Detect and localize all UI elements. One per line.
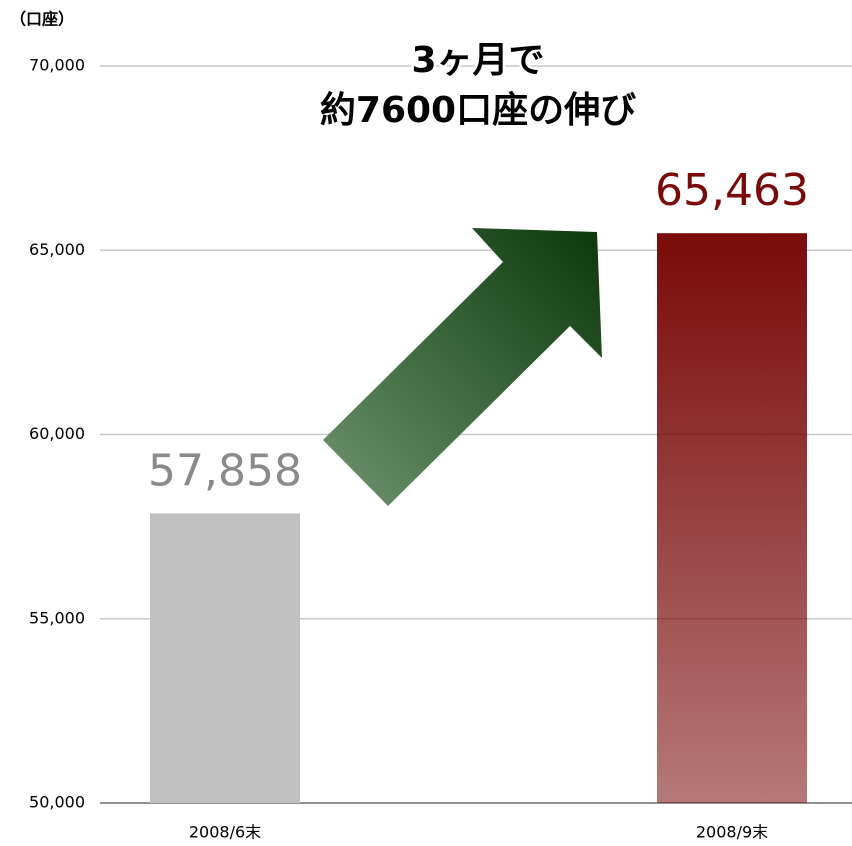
bar [150,513,300,803]
x-tick-label: 2008/9末 [696,823,768,842]
annotation: 3ヶ月で [411,40,544,81]
unit-label: （口座） [10,10,74,29]
y-tick-label: 65,000 [29,240,85,259]
y-tick-label: 70,000 [29,56,85,75]
data-label: 57,858 [148,445,302,496]
y-tick-label: 60,000 [29,424,85,443]
annotation: 約7600口座の伸び [320,90,636,131]
y-tick-label: 50,000 [29,793,85,812]
y-tick-label: 55,000 [29,608,85,627]
data-label: 65,463 [655,165,809,216]
bar [657,233,807,803]
growth-arrow [323,228,602,506]
x-tick-label: 2008/6末 [189,823,261,842]
